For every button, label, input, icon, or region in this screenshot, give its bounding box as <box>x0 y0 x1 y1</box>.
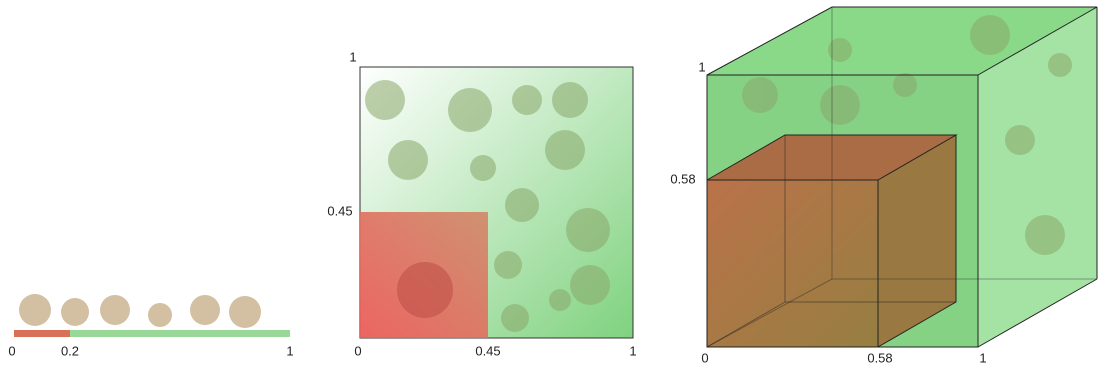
animal <box>397 262 453 318</box>
red-segment <box>14 330 70 337</box>
label: 1 <box>629 343 636 358</box>
line-panel: 0 0.2 1 <box>8 294 293 358</box>
label: 0.45 <box>327 203 352 218</box>
label: 0.2 <box>61 343 79 358</box>
label: 1 <box>286 343 293 358</box>
illustration: 0 0.2 1 1 0.45 0 0.45 1 <box>0 0 1098 370</box>
label: 0 <box>354 343 361 358</box>
animals <box>19 294 261 328</box>
label: 0 <box>8 343 15 358</box>
label: 1 <box>979 350 986 365</box>
green-segment <box>70 330 290 337</box>
red-cube-front <box>707 180 878 347</box>
label: 0.58 <box>670 171 695 186</box>
label: 0 <box>701 350 708 365</box>
label: 1 <box>349 49 356 64</box>
square-panel: 1 0.45 0 0.45 1 <box>327 49 636 358</box>
cube-panel: 1 0.58 0 0.58 1 <box>670 7 1097 365</box>
label: 0.58 <box>867 350 892 365</box>
label: 0.45 <box>475 343 500 358</box>
label: 1 <box>698 59 705 74</box>
